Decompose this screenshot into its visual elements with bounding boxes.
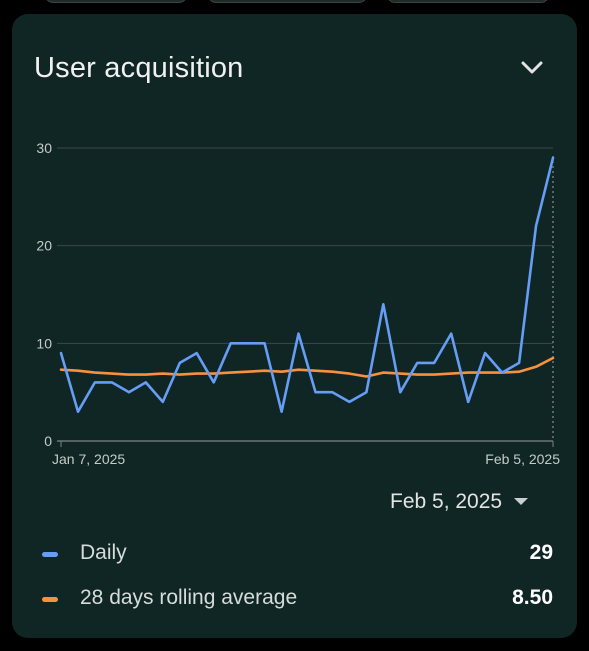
chevron-down-icon: [521, 61, 543, 74]
date-selector[interactable]: Feb 5, 2025: [390, 490, 529, 514]
legend-label: 28 days rolling average: [80, 586, 298, 609]
y-tick-label: 0: [44, 433, 52, 449]
card-title: User acquisition: [34, 52, 244, 84]
expand-button[interactable]: [516, 54, 548, 82]
top-chip-1[interactable]: [45, 0, 187, 3]
legend-swatch-daily: [42, 552, 58, 557]
legend-label: Daily: [80, 541, 127, 564]
line-chart: 0 10 20 30 Jan 7, 2025 Feb 5, 2025: [36, 140, 560, 467]
dropdown-arrow-icon: [514, 498, 529, 505]
legend-value: 29: [529, 541, 553, 564]
legend-swatch-rolling-average: [42, 597, 58, 602]
x-tick-label: Feb 5, 2025: [485, 451, 560, 467]
user-acquisition-card: User acquisition 0 10 20 30 Jan 7, 2025 Feb 5…: [12, 14, 577, 638]
legend-row-daily: Daily 29: [12, 539, 577, 569]
y-tick-label: 20: [36, 238, 52, 254]
top-chip-2[interactable]: [208, 0, 367, 3]
top-chip-3[interactable]: [387, 0, 549, 3]
series-line-rolling-average: [59, 356, 555, 378]
legend-value: 8.50: [512, 586, 553, 609]
date-selector-value: Feb 5, 2025: [390, 490, 503, 513]
series-line-daily: [59, 156, 555, 414]
y-tick-label: 30: [36, 140, 52, 156]
x-tick-label: Jan 7, 2025: [52, 451, 125, 467]
legend-row-rolling-average: 28 days rolling average 8.50: [12, 584, 577, 614]
y-tick-label: 10: [36, 335, 52, 351]
